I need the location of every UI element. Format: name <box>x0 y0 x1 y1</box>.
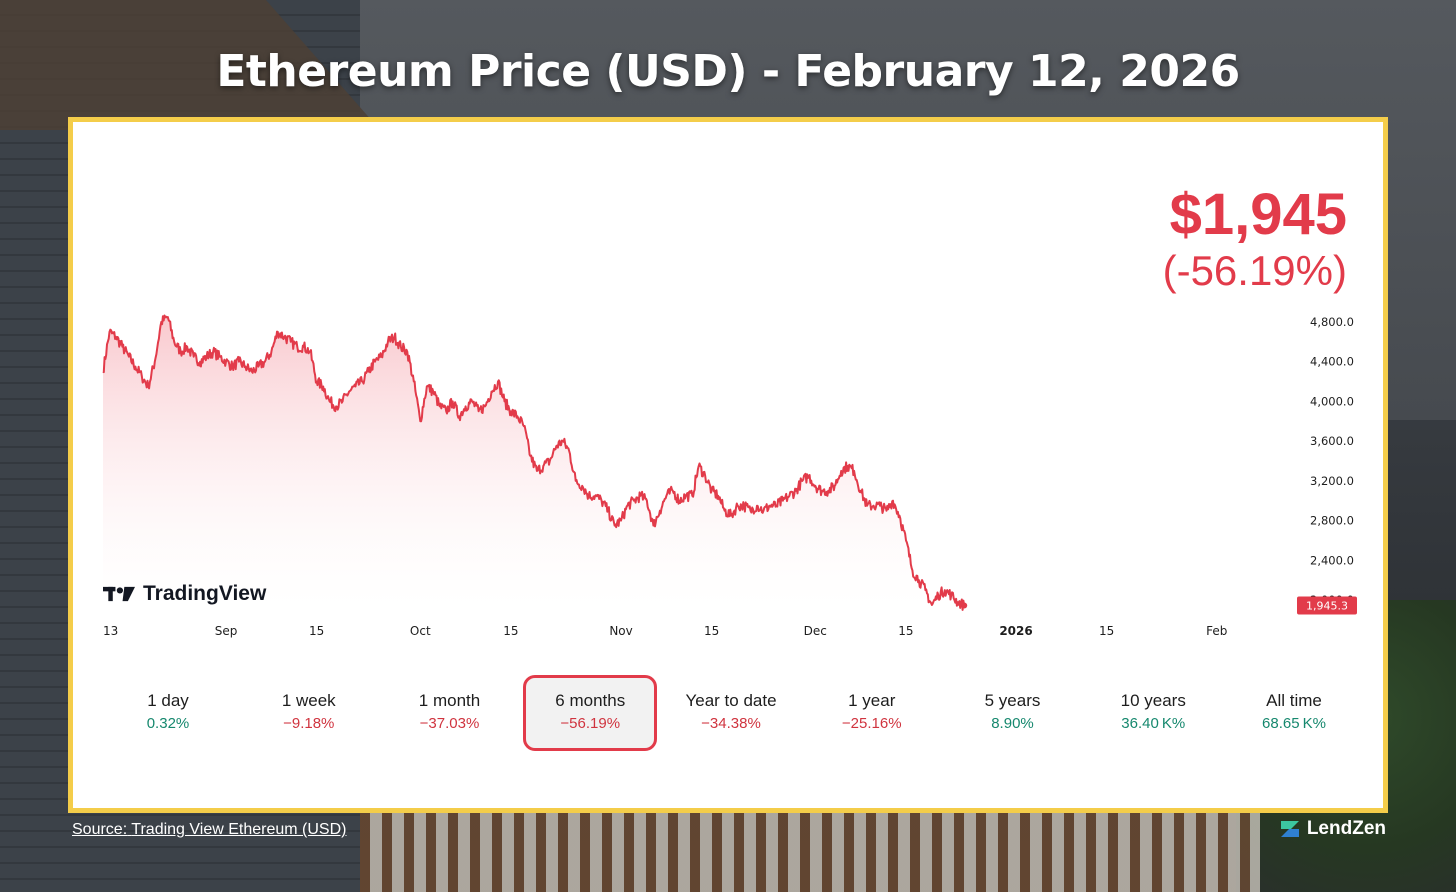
y-tick-label: 4,000.0 <box>1310 394 1354 408</box>
range-change: −25.16% <box>841 715 902 732</box>
time-range-selector: 1 day 0.32% 1 week −9.18% 1 month −37.03% 6 mo… <box>101 675 1361 755</box>
range-label: 1 day <box>147 691 189 710</box>
y-tick-label: 4,800.0 <box>1310 315 1354 329</box>
lendzen-icon <box>1280 821 1299 837</box>
source-prefix: Source: <box>72 821 128 838</box>
y-tick-label: 4,400.0 <box>1310 355 1354 369</box>
tradingview-logo: TradingView <box>103 582 266 606</box>
range-change: 0.32% <box>146 715 190 732</box>
range-option[interactable]: Year to date −34.38% <box>664 675 798 751</box>
range-option[interactable]: 5 years 8.90% <box>946 675 1080 751</box>
x-tick-label: 15 <box>503 624 518 638</box>
y-tick-label: 2,800.0 <box>1310 514 1354 528</box>
x-tick-label: Sep <box>215 624 238 638</box>
page-title: Ethereum Price (USD) - February 12, 2026 <box>216 46 1240 97</box>
source-citation[interactable]: Source: Trading View Ethereum (USD) <box>72 821 346 839</box>
range-option[interactable]: 1 week −9.18% <box>242 675 376 751</box>
price-change-percent: (-56.19%) <box>1162 247 1347 294</box>
current-price: $1,945 <box>1169 182 1347 247</box>
range-label: 5 years <box>984 691 1041 710</box>
tradingview-wordmark: TradingView <box>143 582 267 605</box>
range-label: 6 months <box>555 691 626 710</box>
price-area-fill <box>103 315 965 610</box>
x-tick-label: Nov <box>609 624 632 638</box>
lendzen-wordmark: LendZen <box>1306 818 1386 839</box>
range-label: 1 month <box>418 691 481 710</box>
range-option[interactable]: All time 68.65 K% <box>1227 675 1361 751</box>
last-price-label: 1,945.3 <box>1306 600 1348 613</box>
y-tick-label: 2,400.0 <box>1310 553 1354 567</box>
range-option[interactable]: 1 day 0.32% <box>101 675 235 751</box>
range-change: 8.90% <box>991 715 1034 732</box>
last-price-dot <box>961 602 968 609</box>
range-change: 68.65 K% <box>1262 715 1326 732</box>
range-change: −37.03% <box>419 715 480 732</box>
source-link[interactable]: Trading View Ethereum (USD) <box>131 821 347 838</box>
range-label: Year to date <box>685 691 777 710</box>
price-line <box>102 314 966 611</box>
range-option[interactable]: 1 year −25.16% <box>805 675 939 751</box>
lendzen-brand: LendZen <box>1279 818 1386 840</box>
range-option[interactable]: 6 months −56.19% <box>523 675 658 751</box>
x-tick-label: Dec <box>804 624 827 638</box>
range-label: 1 year <box>848 691 896 710</box>
x-tick-label: 15 <box>704 624 719 638</box>
x-tick-label: Feb <box>1206 624 1227 638</box>
range-option[interactable]: 1 month −37.03% <box>383 675 517 751</box>
range-change: 36.40 K% <box>1121 715 1186 732</box>
x-tick-label: 15 <box>1099 624 1114 638</box>
current-price-block: $1,945 (-56.19%) <box>1163 182 1347 294</box>
y-tick-label: 3,200.0 <box>1310 474 1354 488</box>
range-option[interactable]: 10 years 36.40 K% <box>1086 675 1220 751</box>
x-tick-label: 15 <box>898 624 913 638</box>
last-price-badge <box>1297 596 1357 615</box>
price-chart: 4,800.0 4,400.0 4,000.0 3,600.0 3,200.0 2,800… <box>102 314 1357 638</box>
x-tick-label: 2026 <box>999 624 1032 638</box>
x-tick-label: 15 <box>309 624 324 638</box>
range-label: 1 week <box>281 691 336 710</box>
y-tick-label: 3,600.0 <box>1310 434 1354 448</box>
range-change: −56.19% <box>560 715 621 732</box>
range-label: 10 years <box>1120 691 1186 710</box>
range-change: −9.18% <box>283 715 335 732</box>
range-change: −34.38% <box>701 715 761 732</box>
tradingview-icon <box>103 586 135 602</box>
x-tick-label: Oct <box>410 624 431 638</box>
x-tick-label: 13 <box>103 624 118 638</box>
range-label: All time <box>1266 691 1322 710</box>
chart-panel: 4,800.0 4,400.0 4,000.0 3,600.0 3,200.0 2,800… <box>68 117 1388 813</box>
background-porch <box>360 800 1260 892</box>
